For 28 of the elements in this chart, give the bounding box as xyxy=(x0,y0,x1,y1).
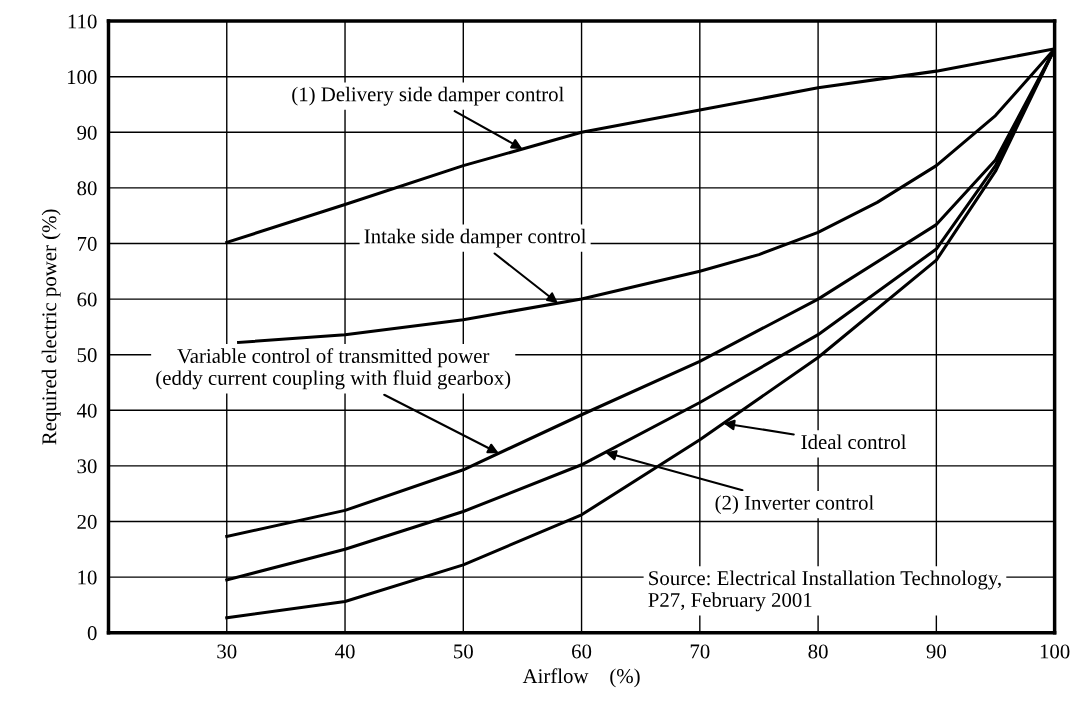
y-tick-label: 70 xyxy=(77,236,97,251)
x-tick-label: 70 xyxy=(690,644,710,659)
x-axis-title: Airflow (%) xyxy=(522,668,640,688)
y-tick-label: 80 xyxy=(77,181,97,196)
x-tick-label: 90 xyxy=(926,644,946,659)
y-axis-title: Required electric power (%) xyxy=(41,209,61,445)
x-tick-label: 100 xyxy=(1040,644,1070,659)
annotation: Source: Electrical Installation Technology, P27, February 2001 xyxy=(648,570,1001,612)
y-tick-label: 60 xyxy=(77,292,97,307)
annotation: Intake side damper control xyxy=(364,228,587,248)
y-tick-label: 100 xyxy=(67,70,97,85)
x-tick-label: 30 xyxy=(217,644,237,659)
x-tick-label: 40 xyxy=(335,644,355,659)
annotation: Ideal control xyxy=(801,434,907,450)
y-tick-label: 50 xyxy=(77,348,97,363)
y-tick-label: 20 xyxy=(77,514,97,529)
annotation: Variable control of transmitted power (eddy current coupling with fluid gearbox) xyxy=(156,348,511,390)
x-tick-label: 50 xyxy=(454,644,473,659)
y-tick-label: 40 xyxy=(76,403,97,418)
y-tick-label: 10 xyxy=(78,570,97,585)
x-tick-label: 80 xyxy=(808,644,828,659)
y-tick-label: 30 xyxy=(77,459,97,474)
y-tick-label: 110 xyxy=(68,14,97,29)
annotation: (2) Inverter control xyxy=(715,495,874,515)
annotation: (1) Delivery side damper control xyxy=(292,86,564,106)
y-tick-label: 0 xyxy=(87,626,97,641)
x-tick-label: 60 xyxy=(572,644,592,659)
y-tick-label: 90 xyxy=(77,125,97,140)
